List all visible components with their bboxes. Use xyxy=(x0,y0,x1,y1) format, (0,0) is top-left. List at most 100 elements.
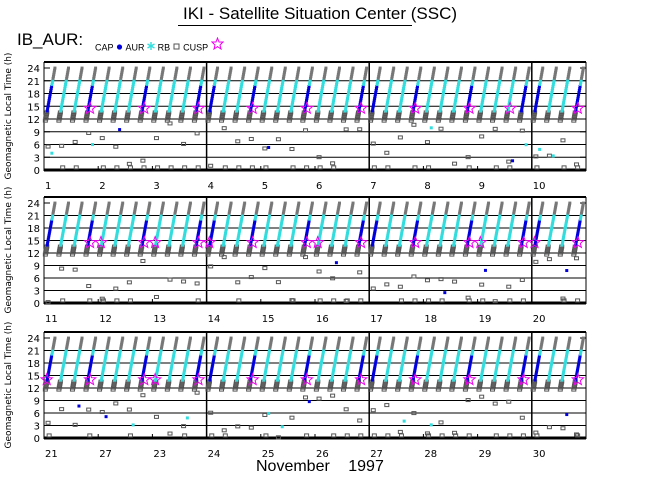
chart-title: IKI - Satellite Situation Center (SSC) xyxy=(183,4,458,23)
other-point xyxy=(391,68,395,72)
aur-point xyxy=(389,217,393,221)
other-point xyxy=(78,346,82,350)
cap-point xyxy=(372,370,376,374)
aur-point xyxy=(348,82,352,86)
other-point xyxy=(459,203,463,207)
other-point xyxy=(418,205,422,209)
cap-point xyxy=(411,107,415,111)
aur-point xyxy=(362,348,366,352)
aur-point xyxy=(343,243,347,247)
aur-point xyxy=(158,84,162,88)
other-point xyxy=(336,76,340,80)
aur-point xyxy=(425,376,429,380)
cap-point xyxy=(358,239,362,243)
other-point xyxy=(296,68,300,72)
x-tick-label: 30 xyxy=(533,449,546,460)
aur-point xyxy=(494,368,498,372)
aur-point xyxy=(240,213,244,217)
rb-point xyxy=(439,433,445,438)
aur-point xyxy=(240,82,244,86)
cap-point xyxy=(49,356,53,360)
aur-point xyxy=(400,229,404,233)
aur-point xyxy=(154,109,158,113)
aur-point xyxy=(563,95,567,99)
rb-point xyxy=(275,280,281,285)
cap-point xyxy=(414,360,418,364)
aur-point xyxy=(524,217,528,221)
aur-point xyxy=(102,227,106,231)
aur-point xyxy=(344,105,348,109)
aur-point xyxy=(456,219,460,223)
rb-point xyxy=(382,112,388,117)
cap-point xyxy=(198,86,202,90)
aur-point xyxy=(482,362,486,366)
aur-point xyxy=(347,360,351,364)
other-point xyxy=(93,205,97,209)
aur-point xyxy=(509,362,513,366)
rb-point xyxy=(546,257,552,262)
aur-point xyxy=(443,291,447,295)
other-point xyxy=(500,201,504,205)
aur-point xyxy=(132,213,136,217)
aur-point xyxy=(290,237,294,241)
other-point xyxy=(242,72,246,76)
other-point xyxy=(445,340,449,344)
cap-point xyxy=(372,368,376,372)
aur-point xyxy=(226,219,230,223)
aur-point xyxy=(182,237,186,241)
aur-point xyxy=(508,368,512,372)
aur-point xyxy=(565,82,569,86)
aur-point xyxy=(254,215,258,219)
cap-point xyxy=(253,356,257,360)
aur-point xyxy=(455,93,459,97)
rb-point xyxy=(153,136,159,141)
other-point xyxy=(256,68,260,72)
cap-point xyxy=(522,97,526,101)
aur-point xyxy=(334,356,338,360)
other-point xyxy=(256,201,260,205)
other-point xyxy=(66,340,70,344)
aur-point xyxy=(145,350,149,354)
aur-point xyxy=(565,215,569,219)
other-point xyxy=(228,70,232,74)
other-point xyxy=(269,338,273,342)
other-point xyxy=(188,68,192,72)
pass-track xyxy=(340,66,355,132)
cap-point xyxy=(211,225,215,229)
aur-point xyxy=(425,378,429,382)
rb-point xyxy=(72,139,78,144)
other-point xyxy=(134,336,138,340)
other-point xyxy=(323,340,327,344)
other-point xyxy=(567,338,571,342)
other-point xyxy=(431,72,435,76)
aur-point xyxy=(167,378,171,382)
aur-point xyxy=(280,217,284,221)
rb-point xyxy=(232,118,238,123)
aur-point xyxy=(443,217,447,221)
cap-point xyxy=(252,360,256,364)
other-point xyxy=(540,338,544,342)
other-point xyxy=(526,70,530,74)
aur-point xyxy=(428,91,432,95)
aur-point xyxy=(213,78,217,82)
aur-point xyxy=(276,241,280,245)
aur-point xyxy=(344,107,348,111)
cap-point xyxy=(414,227,418,231)
cap-point xyxy=(361,354,365,358)
aur-point xyxy=(376,213,380,217)
aur-point xyxy=(51,348,55,352)
aur-point xyxy=(156,231,160,235)
other-point xyxy=(188,201,192,205)
rb-point xyxy=(167,121,173,126)
aur-point xyxy=(579,80,583,84)
aur-point xyxy=(102,366,106,370)
aur-point xyxy=(278,227,282,231)
other-point xyxy=(391,207,395,211)
other-point xyxy=(526,342,530,346)
other-point xyxy=(512,74,516,78)
other-point xyxy=(283,205,287,209)
rb-point xyxy=(219,116,225,121)
aur-point xyxy=(429,356,433,360)
aur-point xyxy=(389,213,393,217)
other-point xyxy=(417,209,421,213)
